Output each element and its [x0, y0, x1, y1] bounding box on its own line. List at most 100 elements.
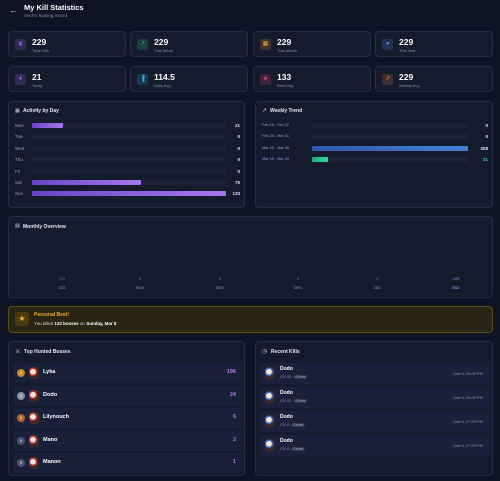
- recent-kills-panel: ◷ Recent Kills Dodo CH 33 Global Mar 9, 08:…: [255, 341, 493, 476]
- boss-row[interactable]: 4 Mano 2: [13, 430, 242, 451]
- weekly-row: Mar 02 - Mar 08 208: [262, 145, 488, 152]
- boss-avatar-icon: [29, 457, 39, 469]
- weekly-value: 21: [482, 157, 488, 163]
- recent-kill-row[interactable]: Dodo CH 12 Global Mar 9, 08:06 PM: [260, 387, 489, 408]
- activity-day-label: Sun: [15, 191, 24, 197]
- weekly-row: Feb 23 - Mar 01 0: [262, 133, 488, 140]
- boss-row[interactable]: 1 Lyka 196: [13, 363, 242, 383]
- activity-bar-track: [32, 134, 226, 140]
- kill-meta: CH 33 Global: [280, 374, 308, 379]
- monthly-label: Mar: [452, 285, 460, 290]
- boss-count: 24: [229, 391, 236, 398]
- activity-row: Sun 133: [15, 190, 240, 197]
- activity-row: Thu 0: [15, 156, 240, 163]
- activity-title: Activity by Day: [23, 108, 59, 114]
- stat-card: ▦ 229 This Month: [253, 31, 371, 57]
- kill-meta: CH 12 Global: [280, 398, 308, 403]
- weekly-label: Feb 16 - Feb 22: [262, 123, 290, 127]
- boss-row[interactable]: 2 Dodo 24: [13, 385, 242, 406]
- stat-label: This Week: [154, 48, 173, 53]
- weekly-trend-panel: ↗ Weekly Trend Feb 16 - Feb 22 0 Feb 23 - …: [255, 101, 493, 208]
- stat-card: ★ 133 Best Day: [253, 66, 371, 92]
- boss-name: Dodo: [43, 391, 58, 398]
- monthly-label: Dec: [215, 285, 224, 290]
- weekly-label: Mar 02 - Mar 08: [262, 145, 290, 150]
- monthly-overview-panel: ▤ Monthly Overview 229 Oct 0 Nov 0 Dec 0 Dec 0 Ja…: [8, 216, 493, 298]
- stat-card: ● 229 This Year: [375, 31, 493, 57]
- flame-icon: ♦: [15, 74, 26, 85]
- star-icon: ★: [260, 74, 271, 85]
- boss-avatar-icon: [29, 412, 39, 424]
- boss-name: Mano: [43, 436, 58, 443]
- best-count: 133 bosses: [54, 321, 79, 326]
- kill-avatar-icon: [265, 415, 275, 427]
- best-mid-text: on: [79, 321, 85, 326]
- recent-kill-row[interactable]: Dodo CH 33 Global Mar 9, 08:06 PM: [260, 363, 489, 384]
- monthly-value: 229: [58, 276, 66, 281]
- recent-kill-row[interactable]: Dodo CH 8 Global Mar 9, 07:59 PM: [260, 435, 489, 456]
- kill-avatar-icon: [265, 391, 275, 403]
- arrow-left-icon[interactable]: ←: [9, 5, 18, 15]
- weekly-row: Mar 09 - Mar 15 21: [262, 156, 488, 163]
- activity-value: 21: [234, 123, 240, 128]
- stat-value: 229: [277, 37, 292, 47]
- best-date: Sunday, Mar 8: [86, 321, 117, 326]
- trend-up-icon: ↗: [137, 39, 148, 50]
- recent-title: Recent Kills: [271, 349, 300, 355]
- weekly-bar-track: [312, 157, 468, 163]
- rank-badge: 4: [17, 436, 25, 445]
- kill-boss-name: Dodo: [280, 438, 293, 444]
- sword-icon: ⚔: [15, 349, 21, 355]
- kill-avatar-icon: [265, 367, 275, 379]
- kill-meta: CH 8 Global: [280, 446, 306, 451]
- kill-channel: CH 12: [280, 398, 292, 403]
- activity-bar-track: [32, 191, 226, 197]
- activity-by-day-panel: ▦ Activity by Day Mon 21 Tue 0 Wed 0 Thu 0 Fri 0 S…: [8, 101, 245, 208]
- activity-row: Wed 0: [15, 145, 240, 152]
- stat-label: Daily Avg: [154, 83, 171, 88]
- stat-label: Total Kills: [32, 48, 49, 53]
- activity-bar-track: [32, 157, 226, 163]
- boss-row[interactable]: 3 Lilynouch 6: [13, 408, 242, 428]
- kill-time: Mar 9, 08:06 PM: [453, 371, 483, 376]
- activity-value: 133: [232, 191, 240, 197]
- stat-value: 21: [32, 72, 42, 82]
- activity-value: 0: [237, 145, 240, 151]
- monthly-label: Jan: [373, 285, 381, 290]
- boss-avatar-icon: [29, 367, 39, 379]
- stat-value: 229: [399, 72, 414, 82]
- activity-value: 0: [237, 134, 240, 140]
- activity-value: 0: [237, 157, 240, 163]
- stat-label: Best Day: [277, 83, 294, 88]
- rank-badge: 3: [17, 414, 25, 422]
- globe-icon: ●: [382, 39, 393, 50]
- weekly-value: 208: [480, 145, 488, 151]
- kill-channel: CH 8: [280, 446, 290, 451]
- activity-day-label: Wed: [15, 145, 25, 151]
- personal-best-text: You killed 133 bosses on Sunday, Mar 8: [34, 321, 116, 326]
- weekly-bar-track: [312, 134, 468, 140]
- recent-kill-row[interactable]: Dodo CH 9 Global Mar 9, 07:59 PM: [260, 411, 489, 432]
- stat-value: 229: [154, 37, 169, 47]
- kill-boss-name: Dodo: [280, 390, 293, 396]
- activity-row: Tue 0: [15, 133, 240, 140]
- weekly-title: Weekly Trend: [270, 108, 303, 114]
- activity-day-label: Fri: [15, 168, 21, 174]
- stat-card: ⧗ 229 Total Kills: [8, 31, 126, 57]
- boss-row[interactable]: 5 Manon 1: [13, 453, 242, 473]
- boss-count: 6: [232, 414, 236, 420]
- clock-icon: ◷: [262, 349, 268, 355]
- monthly-label: Dec: [293, 285, 302, 290]
- stat-card: ↗ 229 This Week: [130, 31, 248, 57]
- activity-day-label: Thu: [15, 157, 23, 163]
- page-subtitle: Aech's hunting record: [24, 13, 68, 18]
- weekly-value: 0: [485, 134, 488, 140]
- stat-label: Today: [32, 83, 43, 88]
- boss-name: Manon: [43, 459, 61, 465]
- kill-time: Mar 9, 07:59 PM: [453, 443, 483, 448]
- stat-card: ▐ 114.5 Daily Avg: [130, 66, 248, 92]
- monthly-value: 0: [375, 276, 379, 281]
- activity-value: 0: [237, 168, 240, 174]
- rank-badge: 1: [17, 369, 25, 377]
- kill-boss-name: Dodo: [280, 414, 293, 420]
